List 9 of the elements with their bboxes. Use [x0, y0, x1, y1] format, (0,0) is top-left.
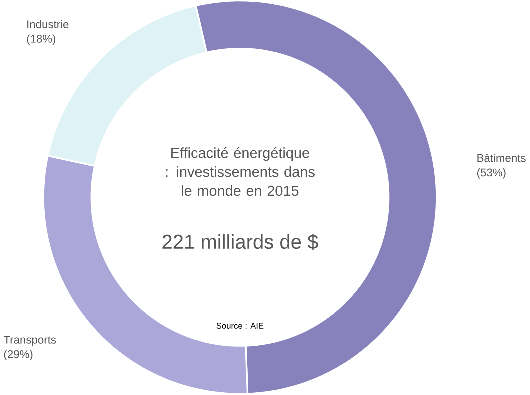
slice-label: Bâtiments: [478, 154, 526, 162]
text: Efficacité énergétique : investissements dans le monde en 2015: [166, 147, 315, 196]
text: 221 milliards de $: [162, 234, 318, 250]
slice-label: Transports: [4, 336, 56, 346]
source-note: Source : AIE: [216, 323, 264, 329]
slice-label: Industrie: [28, 20, 69, 28]
data-label: (18%): [27, 34, 56, 46]
data-label: (53%): [477, 168, 506, 179]
data-label: (29%): [4, 350, 33, 361]
